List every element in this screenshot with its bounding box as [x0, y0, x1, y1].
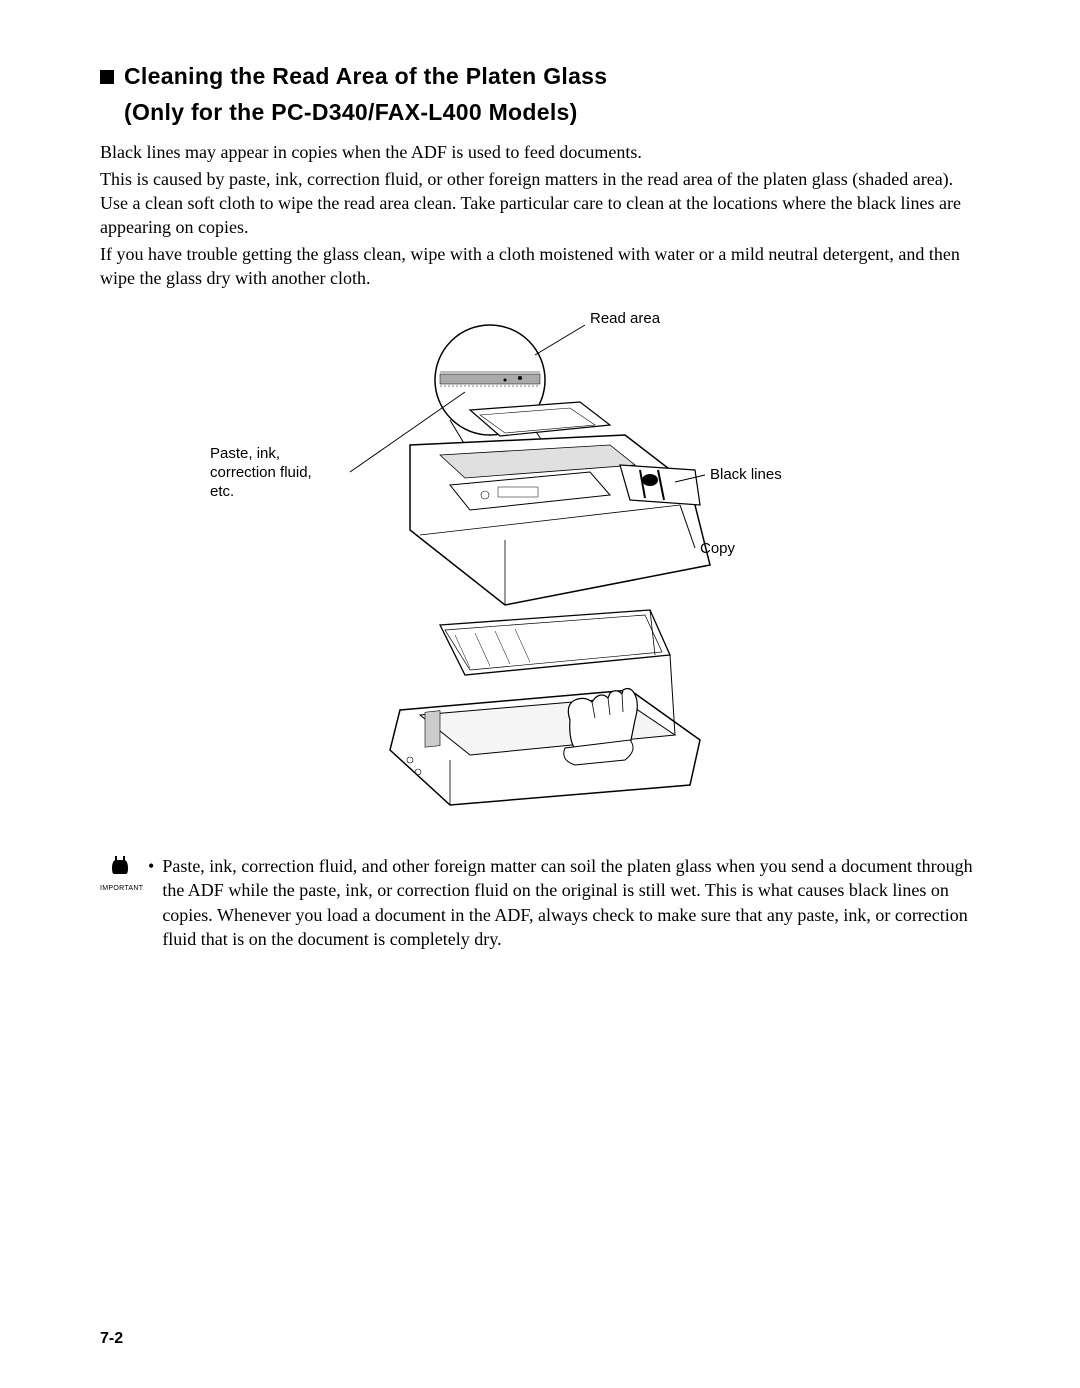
diagram-area: Read area Paste, ink, correction fluid, … — [240, 310, 840, 830]
important-icon: IMPORTANT — [100, 854, 140, 892]
label-paste: Paste, ink, correction fluid, etc. — [210, 445, 312, 501]
heading-line1: Cleaning the Read Area of the Platen Gla… — [124, 60, 607, 92]
heading-row: Cleaning the Read Area of the Platen Gla… — [100, 60, 980, 92]
body-p1: Black lines may appear in copies when th… — [100, 140, 980, 164]
note-text-wrapper: • Paste, ink, correction fluid, and othe… — [140, 854, 980, 951]
diagram-svg — [240, 310, 840, 830]
note-bullet: • — [148, 854, 154, 951]
heading-bullet — [100, 70, 114, 84]
label-black-lines: Black lines — [710, 466, 782, 485]
body-p3: If you have trouble getting the glass cl… — [100, 242, 980, 291]
body-p2: This is caused by paste, ink, correction… — [100, 167, 980, 240]
label-copy: Copy — [700, 540, 735, 559]
heading-line2: (Only for the PC-D340/FAX-L400 Models) — [124, 96, 980, 128]
important-icon-label: IMPORTANT — [100, 885, 140, 892]
note-text: Paste, ink, correction fluid, and other … — [162, 854, 980, 951]
page-number: 7-2 — [100, 1330, 123, 1348]
label-read-area: Read area — [590, 310, 660, 329]
important-note: IMPORTANT • Paste, ink, correction fluid… — [100, 854, 980, 951]
